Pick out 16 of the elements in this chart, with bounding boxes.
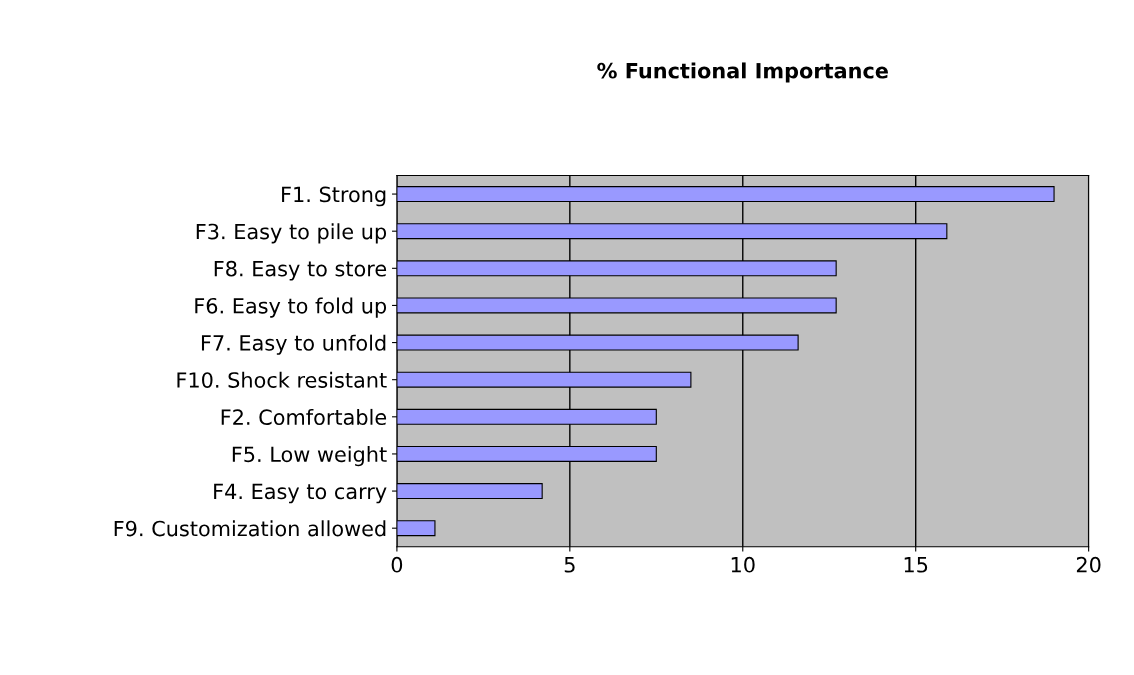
y-tick-label: F2. Comfortable xyxy=(221,408,387,426)
y-tick-label: F9. Customization allowed xyxy=(114,520,386,537)
y-tick-label: F4. Easy to carry xyxy=(214,483,387,504)
x-tick-label: 15 xyxy=(904,557,928,573)
y-tick-label: F3. Easy to pile up xyxy=(196,223,387,244)
y-tick-label: F10. Shock resistant xyxy=(177,371,387,388)
chart-title: % Functional Importance xyxy=(597,62,888,83)
y-tick-label: F7. Easy to unfold xyxy=(201,334,386,355)
y-tick-label: F6. Easy to fold up xyxy=(195,297,387,318)
y-tick-label: F1. Strong xyxy=(282,186,386,207)
y-tick-label: F5. Low weight xyxy=(232,446,387,467)
x-tick-label: 10 xyxy=(731,556,755,573)
x-tick-label: 20 xyxy=(1076,556,1101,573)
x-tick-label: 0 xyxy=(391,556,403,573)
x-tick-label: 5 xyxy=(564,557,575,573)
y-tick-label: F8. Easy to store xyxy=(214,260,387,281)
